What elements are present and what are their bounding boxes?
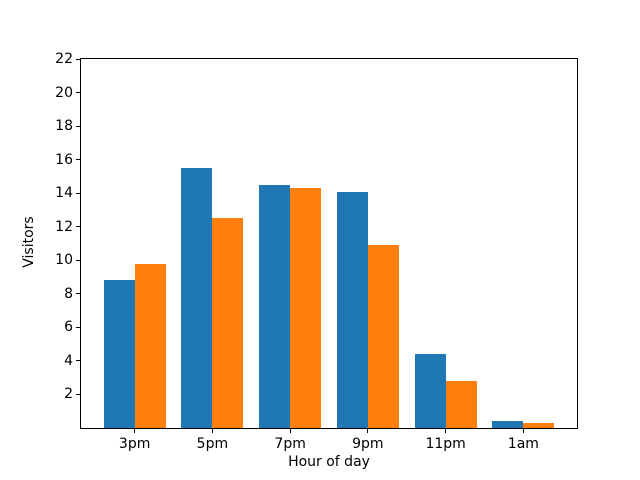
- bar-blue-5pm: [181, 168, 213, 428]
- bar-blue-11pm: [414, 354, 446, 428]
- bar-blue-1am: [492, 421, 524, 428]
- x-tick-mark: [134, 429, 136, 433]
- y-tick-label: 8: [64, 285, 73, 302]
- y-tick-mark: [76, 393, 80, 395]
- x-tick-label: 5pm: [196, 436, 229, 452]
- y-tick-mark: [76, 293, 80, 295]
- y-tick-mark: [76, 92, 80, 94]
- bar-blue-3pm: [103, 280, 135, 428]
- x-tick-mark: [289, 429, 291, 433]
- y-tick-label: 14: [55, 185, 73, 202]
- y-tick-mark: [76, 192, 80, 194]
- bar-orange-3pm: [134, 263, 166, 428]
- y-tick-label: 6: [64, 319, 73, 336]
- y-tick-mark: [76, 360, 80, 362]
- y-tick-label: 12: [55, 218, 73, 235]
- y-tick-label: 4: [64, 352, 73, 369]
- y-tick-label: 18: [55, 118, 73, 135]
- x-tick-label: 3pm: [118, 436, 151, 452]
- x-tick-mark: [445, 429, 447, 433]
- y-tick-label: 16: [55, 151, 73, 168]
- plot-area: 2 4 6 8 10 12 14 16 18 20 22 3pm 5pm 7pm 9pm 11pm 1am Hou…: [55, 52, 578, 469]
- bar-orange-9pm: [367, 245, 399, 428]
- bar-orange-1am: [523, 422, 555, 428]
- y-tick-label: 2: [64, 386, 73, 403]
- x-axis-label: Hour of day: [288, 454, 370, 470]
- y-tick-label: 22: [55, 51, 73, 67]
- y-tick-mark: [76, 259, 80, 261]
- x-tick-mark: [522, 429, 524, 433]
- bar-blue-9pm: [336, 191, 368, 428]
- bar-orange-5pm: [212, 218, 244, 428]
- x-tick-mark: [367, 429, 369, 433]
- y-tick-mark: [76, 58, 80, 60]
- y-tick-label: 10: [55, 252, 73, 269]
- x-tick-mark: [211, 429, 213, 433]
- y-tick-mark: [76, 326, 80, 328]
- bar-blue-7pm: [259, 184, 291, 428]
- bar-orange-7pm: [290, 188, 322, 428]
- y-axis-label: Visitors: [21, 216, 37, 268]
- x-tick-label: 11pm: [425, 436, 466, 452]
- x-tick-label: 1am: [507, 436, 539, 452]
- y-tick-mark: [76, 125, 80, 127]
- x-tick-label: 9pm: [352, 436, 384, 452]
- x-tick-label: 7pm: [274, 436, 306, 452]
- y-tick-mark: [76, 226, 80, 228]
- bar-orange-11pm: [445, 381, 477, 428]
- y-tick-mark: [76, 159, 80, 161]
- y-tick-label: 20: [55, 84, 73, 101]
